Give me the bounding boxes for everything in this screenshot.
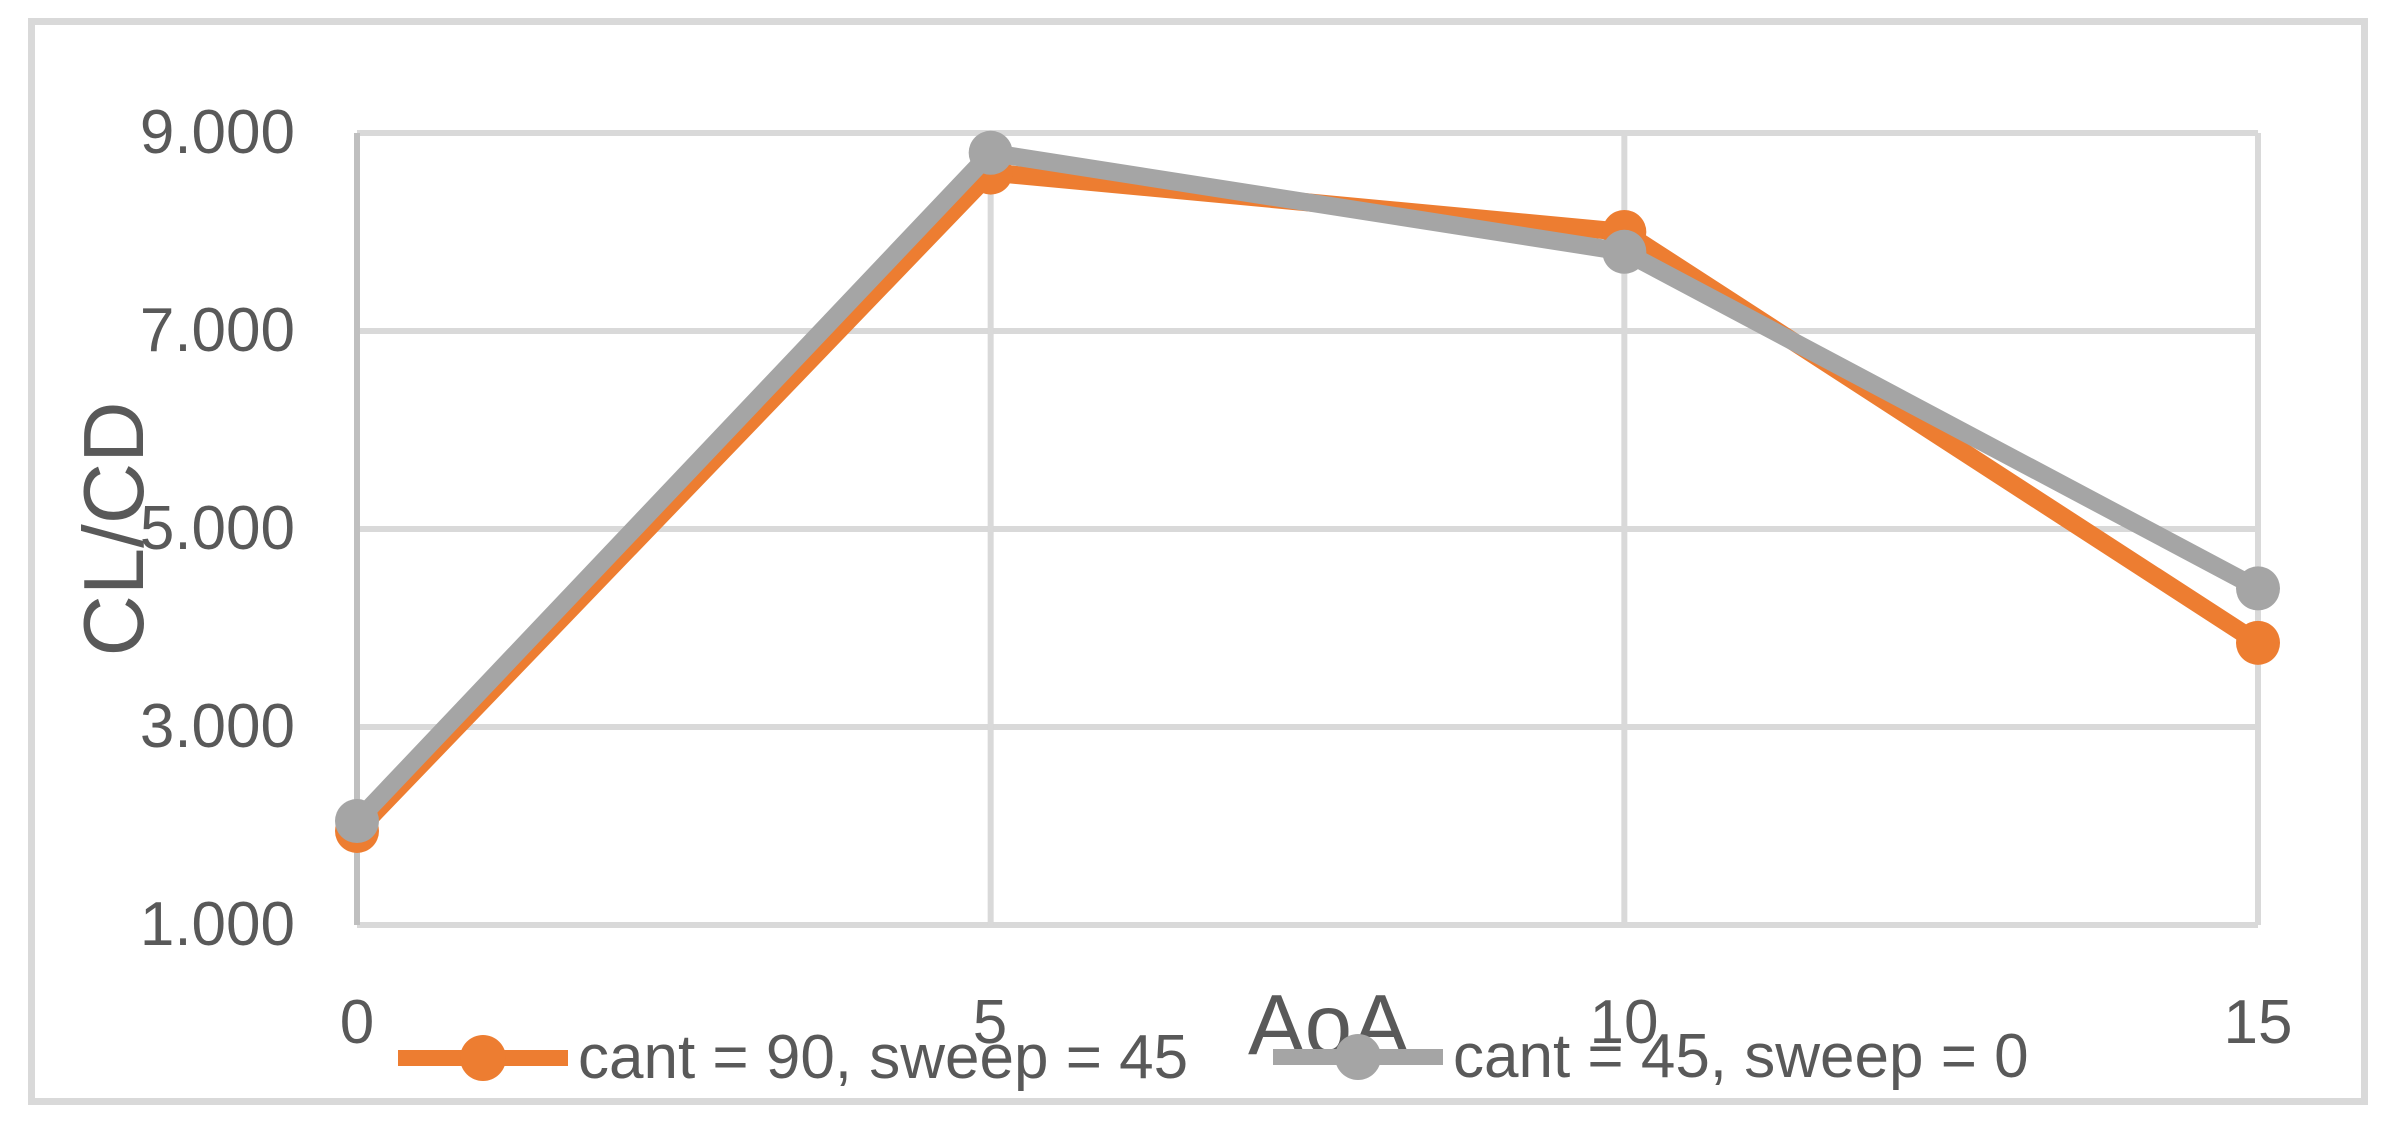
series-1-point-x5 (968, 130, 1013, 175)
y-tick-label-5000: 5.000 (139, 494, 295, 563)
series-1-point-x15 (2236, 566, 2280, 611)
x-tick-label-15: 15 (2223, 988, 2293, 1057)
x-tick-label-5: 5 (972, 988, 1008, 1057)
legend-marker-line-dot-icon (1273, 1034, 1443, 1080)
y-tick-label-1000: 1.000 (139, 890, 295, 959)
series-line-0 (348, 163, 2267, 840)
legend-dot (1335, 1034, 1381, 1080)
legend-marker-line-dot-icon (398, 1035, 568, 1081)
y-tick-label-7000: 7.000 (139, 296, 295, 365)
series-0-point-x15 (2236, 620, 2280, 665)
x-tick-label-0: 0 (339, 988, 375, 1057)
legend-item-cant-90-sweep-45: cant = 90, sweep = 45 (398, 1027, 1188, 1089)
chart-border-frame (28, 18, 2368, 1105)
y-tick-label-3000: 3.000 (139, 692, 295, 761)
series-line-1 (348, 143, 2267, 831)
x-tick-label-10: 10 (1589, 988, 1659, 1057)
series-1-point-x10 (1602, 229, 1647, 274)
legend-dot (460, 1035, 506, 1081)
legend-item-cant-45-sweep-0: cant = 45, sweep = 0 (1273, 1026, 2029, 1088)
legend-label: cant = 45, sweep = 0 (1453, 1022, 2029, 1091)
series-1-point-x0 (335, 799, 379, 844)
y-axis-title: CL/CD (67, 401, 162, 657)
legend-label: cant = 90, sweep = 45 (578, 1023, 1189, 1092)
y-tick-label-9000: 9.000 (139, 98, 295, 167)
